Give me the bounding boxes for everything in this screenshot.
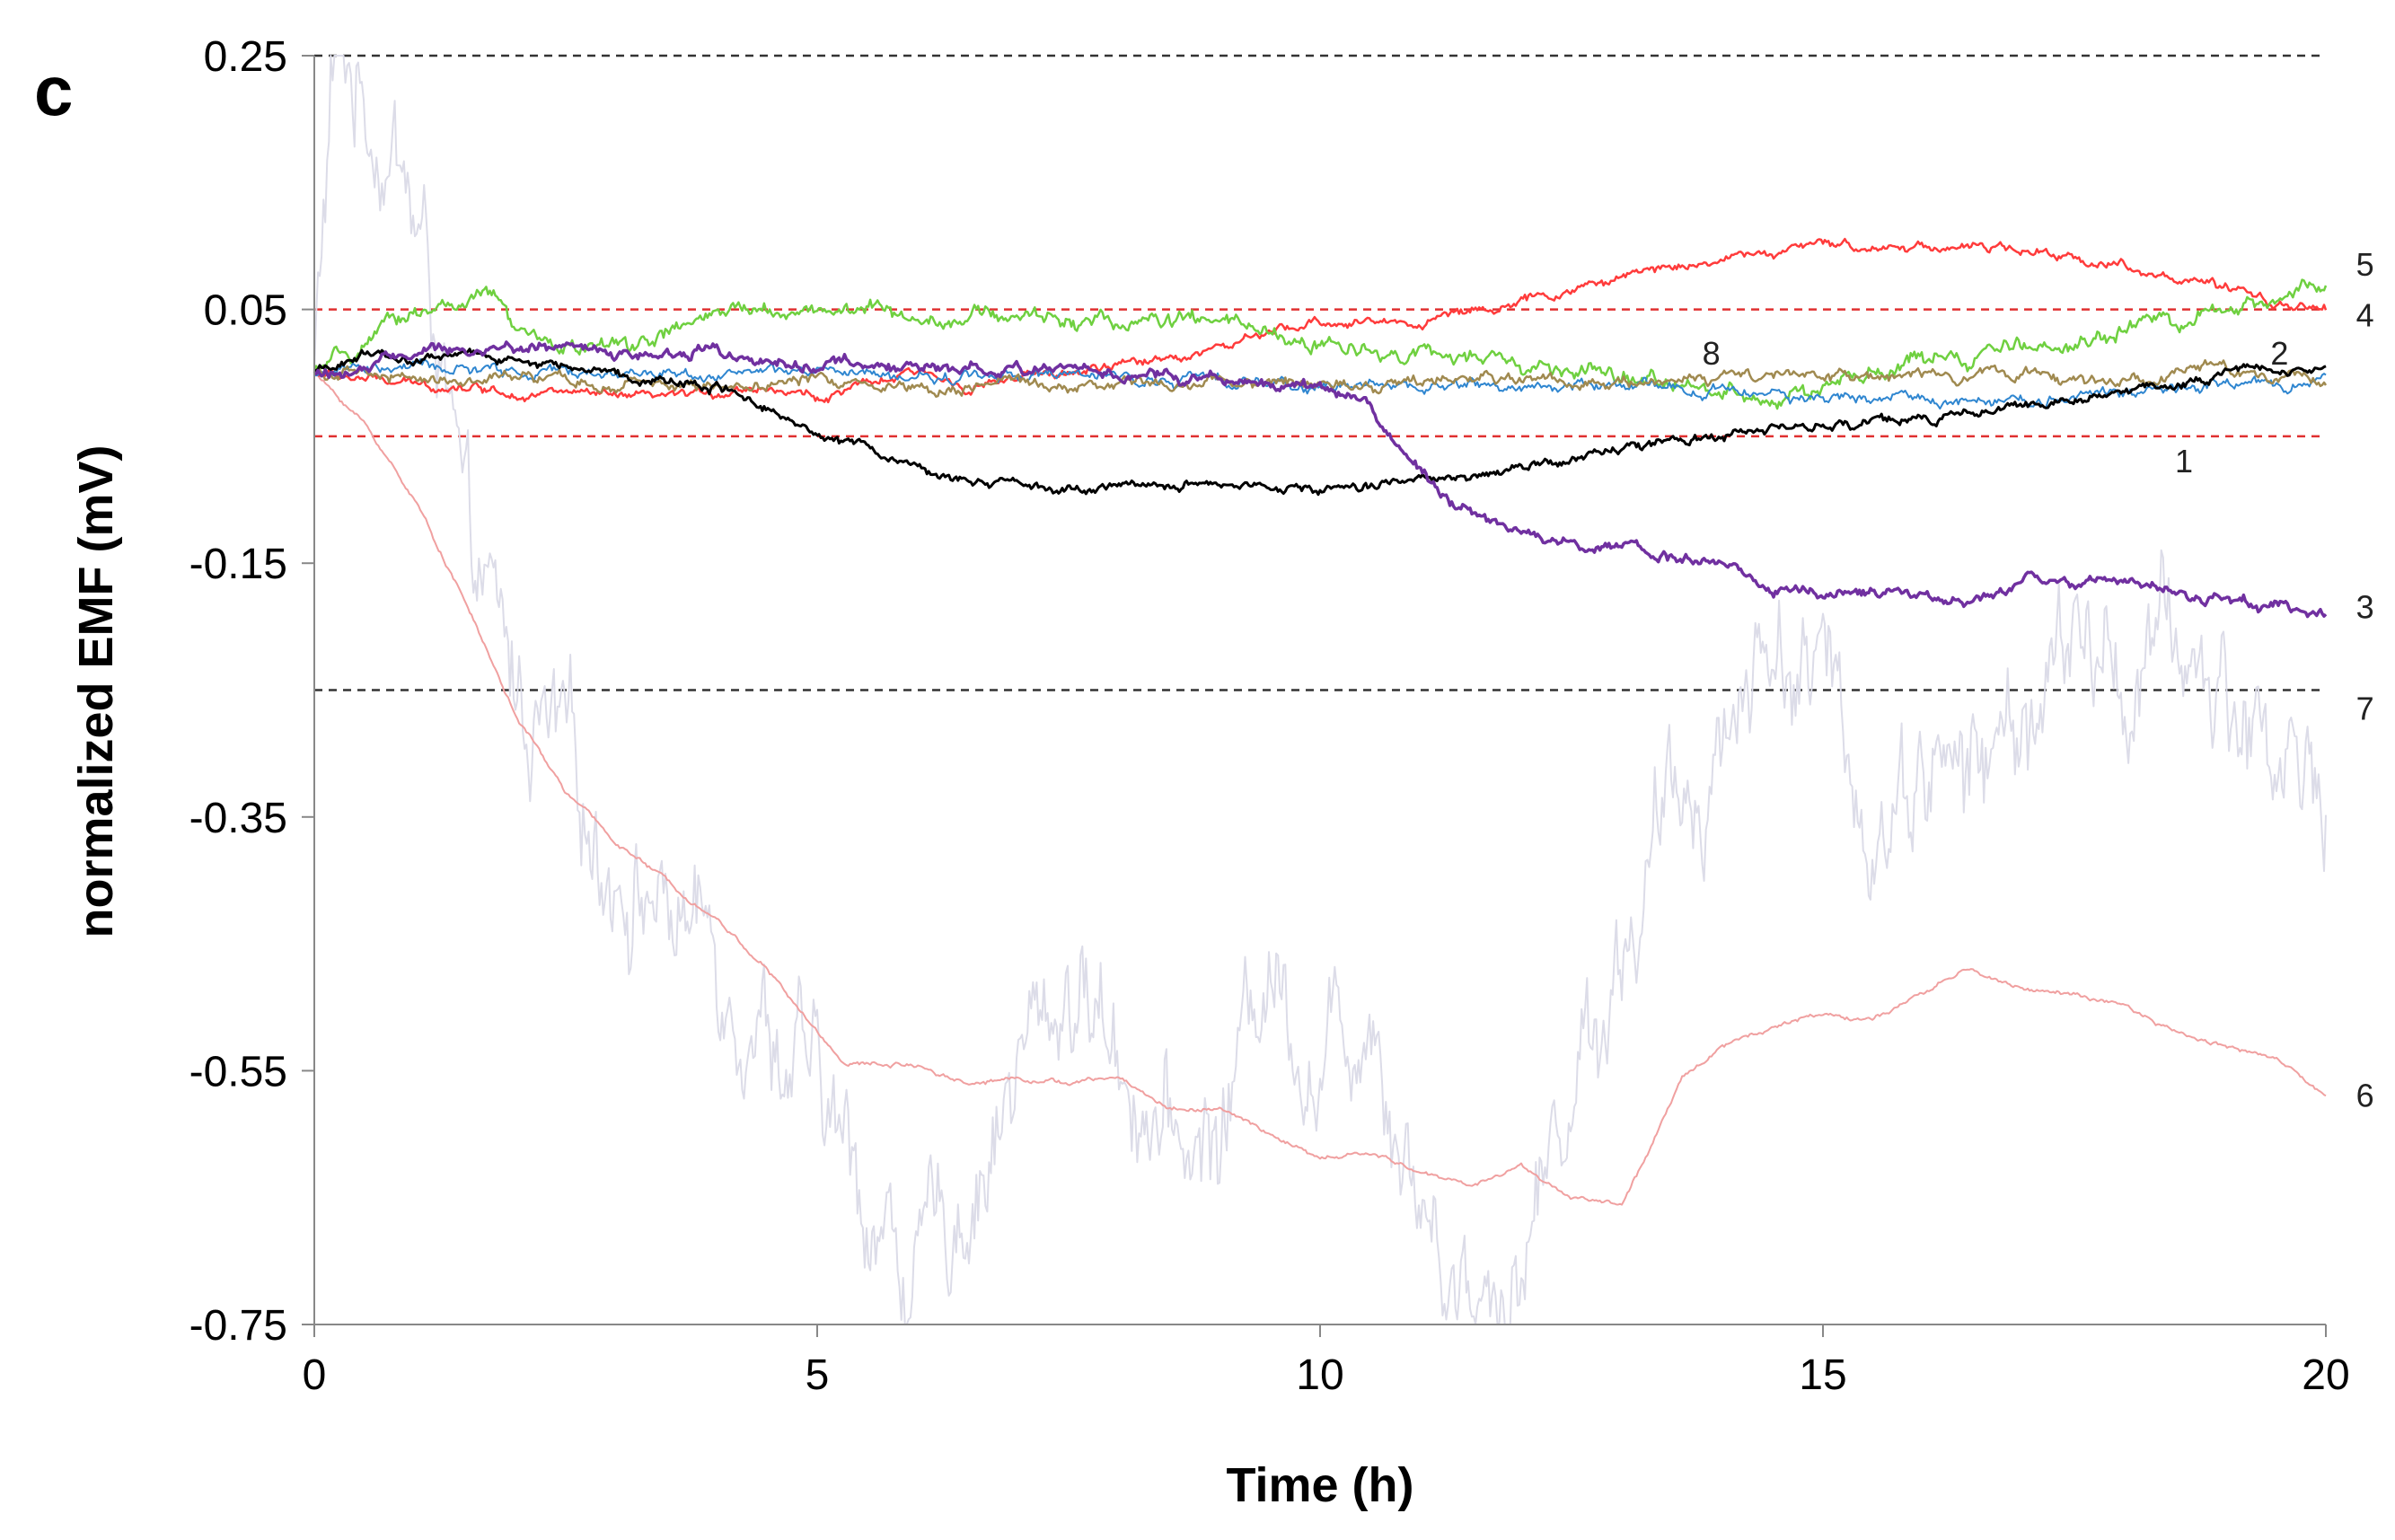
- y-axis-ticks: 0.25 0.05 -0.15 -0.35 -0.55 -0.75: [189, 33, 314, 1350]
- x-tick-label: 15: [1799, 1351, 1846, 1399]
- series-layer: [313, 55, 2328, 1325]
- x-tick-label: 20: [2302, 1351, 2349, 1399]
- series-label-8: 8: [1703, 335, 1721, 372]
- series-line-6: [313, 372, 2327, 1206]
- series-label-5: 5: [2356, 246, 2374, 283]
- x-tick-label: 5: [806, 1351, 830, 1399]
- y-axis-title: normalized EMF (mV): [69, 444, 123, 937]
- series-line-8: [313, 358, 2328, 398]
- series-line-5: [313, 237, 2328, 404]
- panel-label: c: [34, 51, 73, 130]
- y-tick-label: 0.05: [204, 287, 287, 335]
- series-line-1: [313, 348, 2327, 497]
- x-axis-ticks: 0 5 10 15 20: [303, 1324, 2350, 1399]
- y-tick-label: -0.55: [189, 1048, 287, 1096]
- series-label-1: 1: [2175, 443, 2193, 480]
- reference-lines: [314, 54, 2326, 691]
- series-label-4: 4: [2356, 297, 2374, 334]
- series-label-2: 2: [2270, 335, 2288, 372]
- y-tick-label: -0.15: [189, 541, 287, 588]
- series-line-4: [313, 278, 2328, 410]
- x-axis-title: Time (h): [1226, 1458, 1413, 1512]
- y-tick-label: 0.25: [204, 33, 287, 81]
- y-tick-label: -0.75: [189, 1302, 287, 1350]
- series-label-3: 3: [2356, 589, 2374, 626]
- series-line-7: [313, 55, 2327, 1325]
- y-tick-label: -0.35: [189, 795, 287, 842]
- x-tick-label: 10: [1296, 1351, 1343, 1399]
- x-tick-label: 0: [303, 1351, 327, 1399]
- series-labels: 7 6 5 4 2 8 1 3: [1703, 246, 2374, 1114]
- series-label-6: 6: [2356, 1078, 2374, 1114]
- series-label-7: 7: [2356, 691, 2374, 727]
- series-line-3: [313, 340, 2328, 619]
